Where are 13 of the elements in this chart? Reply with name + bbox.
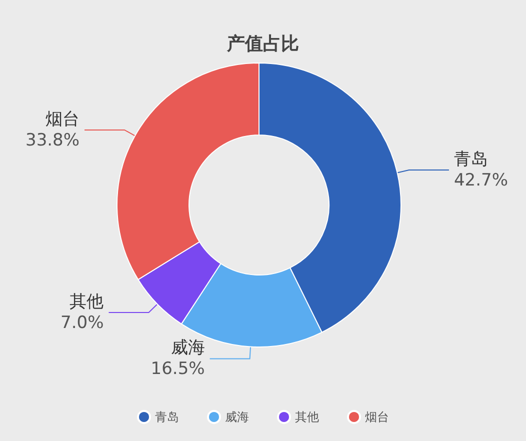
chart-title: 产值占比: [226, 34, 299, 54]
legend-label: 青岛: [155, 410, 179, 424]
data-label: 42.7%: [454, 170, 508, 190]
legend-label: 烟台: [365, 410, 389, 424]
legend-label: 其他: [295, 410, 319, 424]
slice-label: 威海: [170, 338, 205, 358]
data-label: 7.0%: [60, 313, 104, 334]
slice-label: 烟台: [46, 109, 80, 130]
slice-label: 其他: [70, 292, 104, 312]
data-label: 33.8%: [26, 130, 80, 150]
data-label: 16.5%: [150, 359, 205, 380]
legend-label: 威海: [225, 410, 249, 424]
slice-label: 青岛: [454, 149, 488, 170]
